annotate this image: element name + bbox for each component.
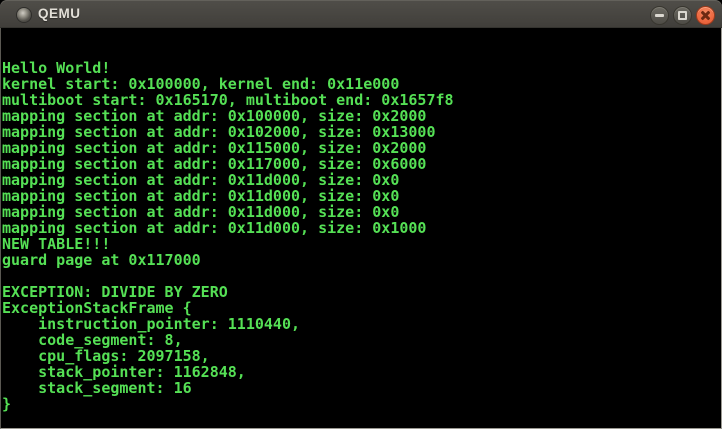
terminal-line [1, 268, 721, 284]
terminal-line: stack_pointer: 1162848, [2, 363, 246, 381]
terminal-line: mapping section at addr: 0x100000, size:… [2, 107, 427, 125]
close-button[interactable] [696, 6, 715, 25]
minimize-icon [655, 14, 664, 17]
terminal-line: Hello World! [2, 59, 111, 77]
terminal-line: guard page at 0x117000 [2, 251, 201, 269]
terminal-line: kernel start: 0x100000, kernel end: 0x11… [2, 75, 400, 93]
terminal-line: mapping section at addr: 0x11d000, size:… [2, 203, 400, 221]
terminal-line: NEW TABLE!!! [2, 235, 111, 253]
terminal-line: mapping section at addr: 0x11d000, size:… [2, 219, 427, 237]
maximize-icon [678, 11, 687, 20]
terminal-line: mapping section at addr: 0x102000, size:… [2, 123, 436, 141]
terminal-line: mapping section at addr: 0x11d000, size:… [2, 187, 400, 205]
terminal-line: cpu_flags: 2097158, [2, 347, 210, 365]
terminal-line: code_segment: 8, [2, 331, 183, 349]
terminal-line: multiboot start: 0x165170, multiboot end… [2, 91, 454, 109]
terminal-line: EXCEPTION: DIVIDE BY ZERO [2, 283, 228, 301]
qemu-app-icon [17, 8, 31, 22]
terminal-output[interactable]: Hello World! kernel start: 0x100000, kern… [0, 28, 722, 429]
window-controls [650, 6, 715, 25]
terminal-line: stack_segment: 16 [2, 379, 192, 397]
terminal-line: ExceptionStackFrame { [2, 299, 192, 317]
window-titlebar[interactable]: QEMU [0, 0, 722, 28]
terminal-line [1, 28, 721, 44]
maximize-button[interactable] [673, 6, 692, 25]
terminal-line: instruction_pointer: 1110440, [2, 315, 301, 333]
window-title: QEMU [38, 6, 81, 21]
terminal-line [1, 44, 721, 60]
terminal-line: mapping section at addr: 0x11d000, size:… [2, 171, 400, 189]
minimize-button[interactable] [650, 6, 669, 25]
terminal-line: mapping section at addr: 0x117000, size:… [2, 155, 427, 173]
terminal-line: } [2, 395, 12, 413]
terminal-line: mapping section at addr: 0x115000, size:… [2, 139, 427, 157]
